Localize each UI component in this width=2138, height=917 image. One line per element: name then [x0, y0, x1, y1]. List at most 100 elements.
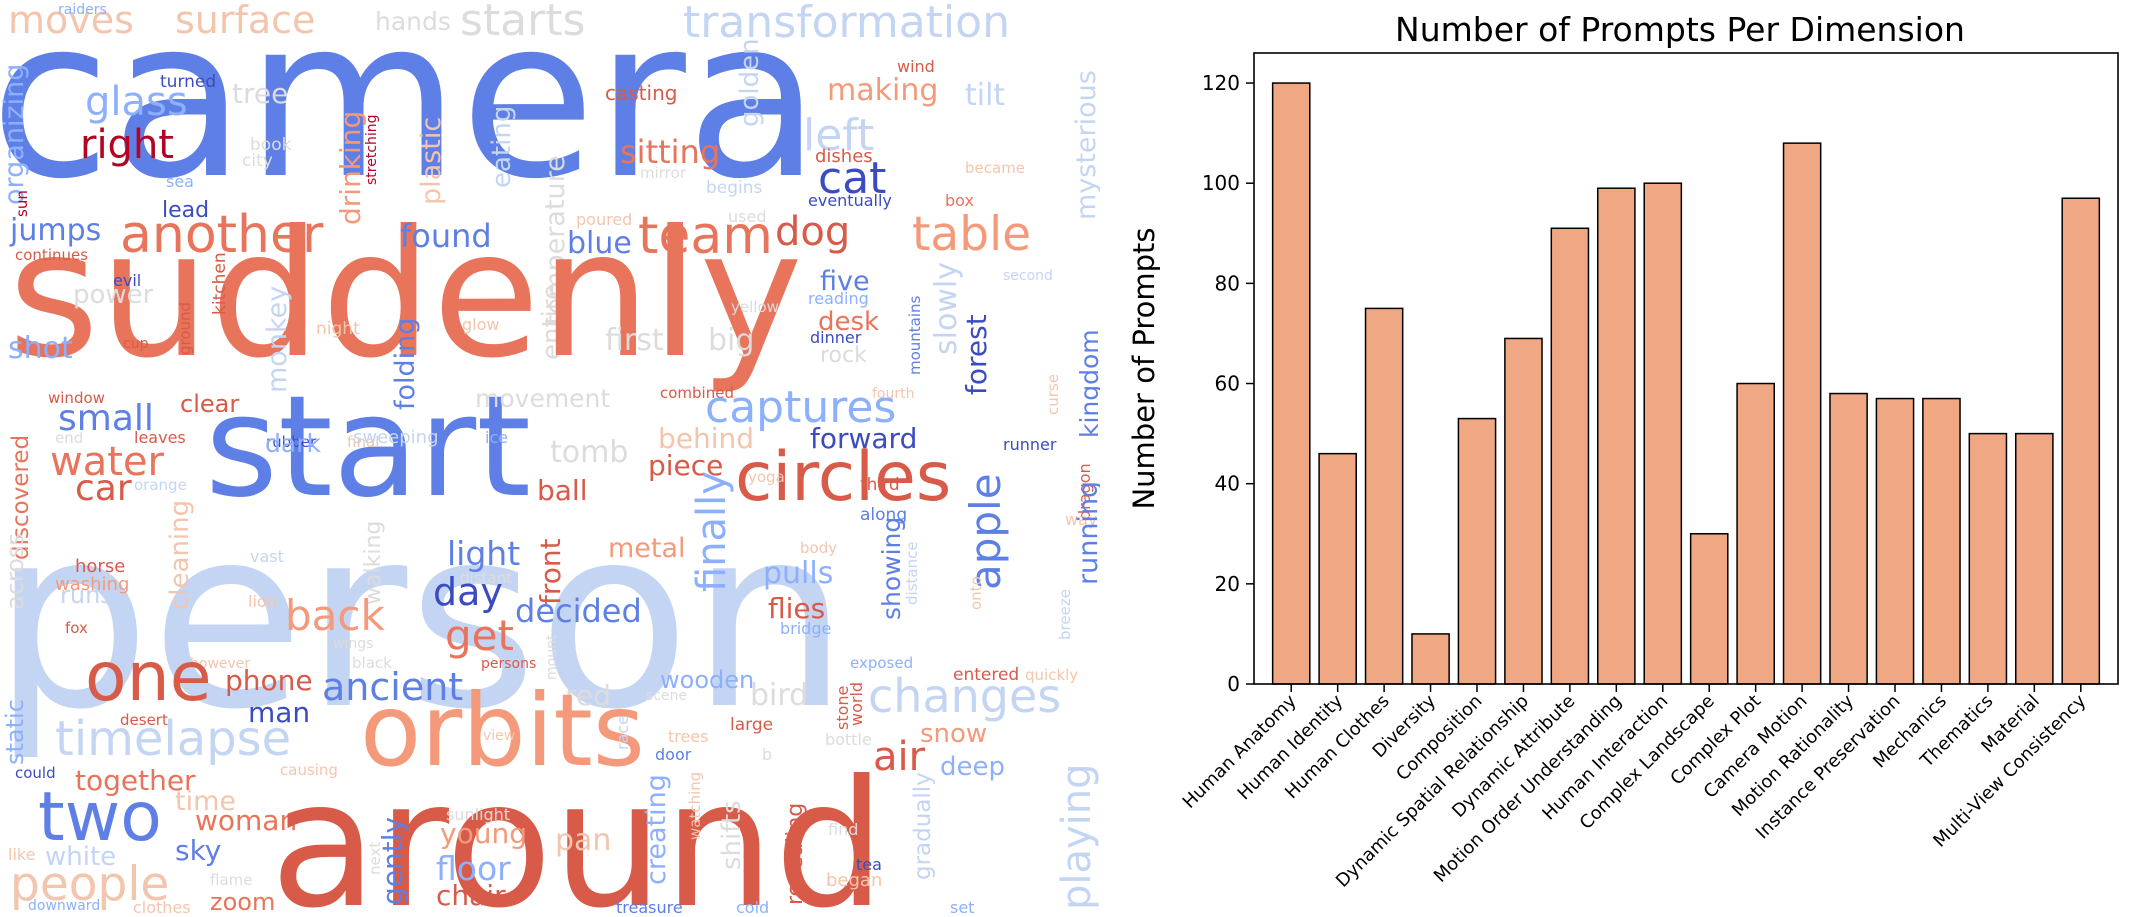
word-cloud-word: deep	[940, 752, 1005, 782]
word-cloud-word: downward	[28, 898, 100, 914]
word-cloud-word: starts	[460, 0, 585, 46]
word-cloud-word: view	[483, 728, 515, 744]
bar	[1271, 82, 1311, 685]
bar	[1736, 382, 1775, 685]
word-cloud-word: scene	[646, 688, 687, 704]
word-cloud-word: mountains	[906, 295, 924, 375]
word-cloud-word: forest	[960, 314, 993, 395]
word-cloud-word: sweeping	[353, 427, 439, 448]
word-cloud-word: table	[912, 207, 1031, 262]
word-cloud-word: used	[728, 207, 766, 226]
word-cloud-word: running	[1073, 481, 1100, 585]
word-cloud-word: fourth	[872, 386, 915, 402]
word-cloud-word: bird	[750, 678, 808, 713]
word-cloud-word: distance	[903, 541, 921, 605]
word-cloud-word: forward	[810, 422, 917, 455]
word-cloud-canvas: moves surface hands starts transformationcam…	[0, 0, 1100, 917]
word-cloud-word: find	[828, 820, 858, 839]
word-cloud-word: combined	[660, 384, 734, 402]
word-cloud-word: horse	[75, 556, 125, 577]
word-cloud-word: sitting	[620, 133, 720, 171]
word-cloud-word: shot	[8, 331, 73, 366]
word-cloud-word: circles	[735, 438, 951, 517]
word-cloud-word: persons	[481, 656, 536, 672]
word-cloud-word: yoga	[748, 468, 785, 486]
bar	[1643, 182, 1683, 685]
word-cloud-word: making	[827, 73, 938, 108]
word-cloud-word: white	[45, 842, 116, 872]
word-cloud-word: back	[285, 591, 385, 640]
word-cloud-word: car	[75, 468, 132, 509]
word-cloud-word: creating	[641, 774, 672, 885]
word-cloud-word: flies	[768, 592, 825, 625]
word-cloud-word: ground	[176, 302, 194, 355]
word-cloud-word: began	[826, 870, 882, 891]
word-cloud-word: hands	[375, 7, 451, 36]
word-cloud-word: box	[945, 191, 974, 210]
word-cloud-word: dinner	[810, 328, 862, 347]
word-cloud-word: monkey	[262, 286, 293, 393]
word-cloud-word: folding	[390, 318, 421, 410]
word-cloud-word: mirror	[640, 164, 687, 182]
word-cloud-word: glass	[85, 79, 188, 125]
word-cloud-word: flame	[210, 871, 252, 889]
word-cloud-word: suddenly	[8, 194, 803, 397]
word-cloud-word: rock	[820, 343, 867, 368]
word-cloud-word: wind	[897, 57, 935, 76]
word-cloud-word: watching	[686, 772, 704, 840]
word-cloud-word: behind	[658, 422, 754, 455]
word-cloud-word: around	[270, 744, 885, 917]
word-cloud-word: bottle	[825, 730, 872, 749]
word-cloud-word: big	[708, 323, 754, 358]
word-cloud-word: eating	[487, 106, 517, 188]
word-cloud-word: rubber	[266, 433, 317, 451]
word-cloud-word: desk	[818, 307, 879, 337]
word-cloud-word: right	[80, 122, 174, 168]
word-cloud-word: revealing	[783, 803, 808, 905]
word-cloud-word: b	[762, 745, 772, 764]
word-cloud-word: man	[248, 696, 310, 729]
word-cloud-word: team	[638, 206, 773, 266]
word-cloud-word: movement	[475, 384, 610, 413]
word-cloud-word: final	[347, 433, 379, 451]
word-cloud-word: poured	[576, 210, 632, 229]
word-cloud-word: another	[120, 205, 324, 265]
word-cloud-word: wings	[333, 636, 373, 652]
word-cloud-word: cup	[123, 336, 149, 352]
word-cloud-word: across	[1, 533, 29, 610]
word-cloud-word: two	[38, 778, 162, 857]
bar-chart: Number of Prompts Per Dimension Number o…	[1127, 10, 2119, 892]
word-cloud-word: desert	[120, 711, 168, 729]
word-cloud-word: begins	[706, 178, 763, 198]
bar	[1875, 397, 1915, 685]
word-cloud-word: young	[440, 817, 527, 850]
word-cloud-word: exposed	[850, 654, 913, 672]
word-cloud-word: tomb	[550, 435, 628, 470]
word-cloud-word: left	[803, 110, 874, 161]
bar	[1829, 392, 1868, 685]
word-cloud-word: quickly	[1025, 666, 1078, 684]
word-cloud-word: large	[730, 715, 773, 735]
word-cloud-word: stretching	[364, 114, 380, 185]
word-cloud-word: golden	[735, 38, 765, 127]
word-cloud-word: found	[400, 217, 492, 255]
word-cloud-word: door	[655, 745, 692, 764]
word-cloud-word: turned	[160, 72, 216, 92]
word-cloud-word: world	[847, 682, 866, 726]
y-axis-ticks: 0 20 40 60 80 100 120	[1202, 71, 1254, 696]
word-cloud-word: clear	[180, 390, 239, 418]
word-cloud-word: small	[58, 398, 154, 439]
word-cloud-word: time	[175, 786, 236, 817]
word-cloud-word: yellow	[731, 298, 779, 316]
word-cloud-word: zoom	[210, 888, 275, 916]
word-cloud-word: walking	[361, 521, 386, 605]
word-cloud-word: washing	[55, 574, 129, 595]
word-cloud-word: black	[352, 654, 392, 672]
word-cloud-word: water	[50, 439, 165, 485]
word-cloud-word: decided	[515, 592, 642, 630]
word-cloud-word: kitchen	[210, 252, 230, 315]
word-cloud-word: light	[447, 534, 520, 573]
word-cloud-word: one	[85, 638, 212, 717]
word-cloud-word: runs	[60, 581, 113, 609]
